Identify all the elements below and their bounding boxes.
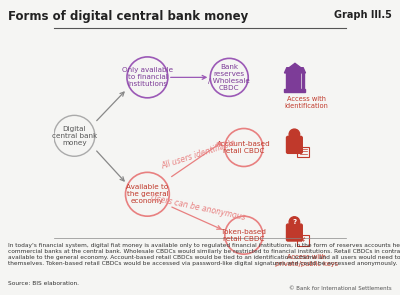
Text: Bank
reserves
/ Wholesale
CBDC: Bank reserves / Wholesale CBDC [208, 64, 250, 91]
Polygon shape [284, 68, 306, 73]
Text: Forms of digital central bank money: Forms of digital central bank money [8, 10, 248, 23]
Text: ?: ? [292, 219, 296, 225]
Text: Access with
private/public keys: Access with private/public keys [275, 253, 338, 266]
Text: Available to
the general
economy: Available to the general economy [126, 184, 168, 204]
Text: #: # [300, 237, 306, 243]
Text: Only available
to financial
institutions: Only available to financial institutions [122, 67, 173, 87]
Text: Digital
central bank
money: Digital central bank money [52, 126, 97, 146]
Text: Source: BIS elaboration.: Source: BIS elaboration. [8, 281, 79, 286]
Text: © Bank for International Settlements: © Bank for International Settlements [289, 286, 392, 291]
Bar [286, 73, 289, 89]
Polygon shape [289, 63, 301, 68]
Text: Users can be anonymous: Users can be anonymous [150, 193, 247, 222]
Bar [294, 73, 296, 89]
Bar [284, 89, 306, 92]
FancyBboxPatch shape [286, 136, 302, 153]
Text: All users identifiable: All users identifiable [160, 138, 237, 171]
Circle shape [289, 129, 300, 140]
Circle shape [289, 217, 300, 227]
Text: Token-based
retail CBDC: Token-based retail CBDC [221, 229, 266, 242]
Bar [298, 73, 300, 89]
Text: Account-based
retail CBDC: Account-based retail CBDC [217, 141, 271, 154]
Text: Access with
identification: Access with identification [285, 96, 328, 109]
Text: Graph III.5: Graph III.5 [334, 10, 392, 20]
Bar [302, 73, 304, 89]
FancyBboxPatch shape [286, 224, 302, 241]
Text: In today's financial system, digital fiat money is available only to regulated f: In today's financial system, digital fia… [8, 243, 400, 266]
Bar [290, 73, 293, 89]
